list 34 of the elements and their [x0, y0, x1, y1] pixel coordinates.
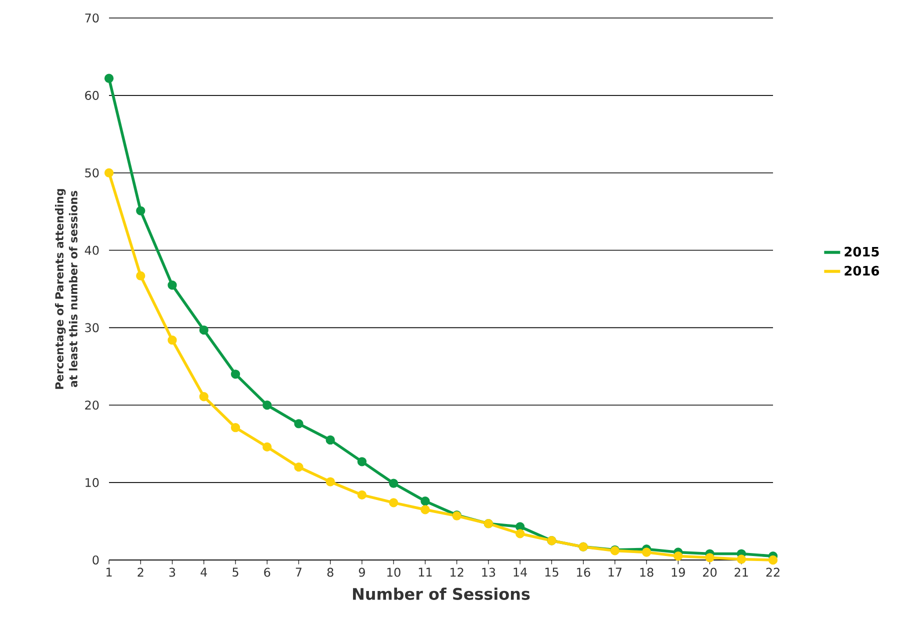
x-tick-label: 21 [734, 568, 748, 577]
x-tick-label: 4 [200, 568, 207, 576]
x-tick-label: 2 [138, 568, 144, 577]
x-tick-label: 6 [264, 568, 270, 577]
x-tick-label: 13 [482, 568, 496, 577]
legend-label: 2016 [844, 266, 880, 276]
x-tick-label: 7 [296, 568, 302, 576]
y-tick-label: 50 [85, 168, 99, 178]
x-tick-label: 18 [640, 568, 654, 577]
legend-label: 2015 [844, 246, 879, 257]
y-tick-label: 30 [85, 323, 99, 332]
x-tick-label: 16 [577, 568, 590, 577]
y-axis-title: Percentage of Parents attending at least this number of sessions [55, 189, 78, 389]
x-tick-label: 20 [703, 568, 717, 577]
y-tick-label: 10 [86, 478, 99, 488]
x-tick-label: 22 [766, 568, 780, 577]
x-axis-title: Number of Sessions [353, 588, 530, 600]
x-tick-label: 15 [545, 568, 558, 577]
y-tick-label: 60 [85, 90, 99, 100]
y-tick-label: 20 [85, 400, 99, 410]
x-tick-label: 3 [169, 568, 176, 577]
x-tick-label: 17 [608, 568, 622, 576]
y-tick-label: 40 [84, 246, 99, 255]
x-tick-label: 11 [418, 568, 432, 576]
x-tick-label: 10 [387, 568, 400, 577]
x-tick-label: 9 [358, 568, 365, 577]
x-tick-label: 14 [514, 568, 527, 576]
y-tick-label: 0 [92, 555, 99, 565]
y-tick-label: 70 [85, 13, 99, 23]
x-tick-label: 1 [106, 568, 112, 576]
x-tick-label: 12 [450, 568, 464, 577]
x-tick-label: 8 [327, 568, 334, 577]
x-tick-label: 5 [232, 568, 238, 577]
x-tick-label: 19 [672, 568, 685, 577]
